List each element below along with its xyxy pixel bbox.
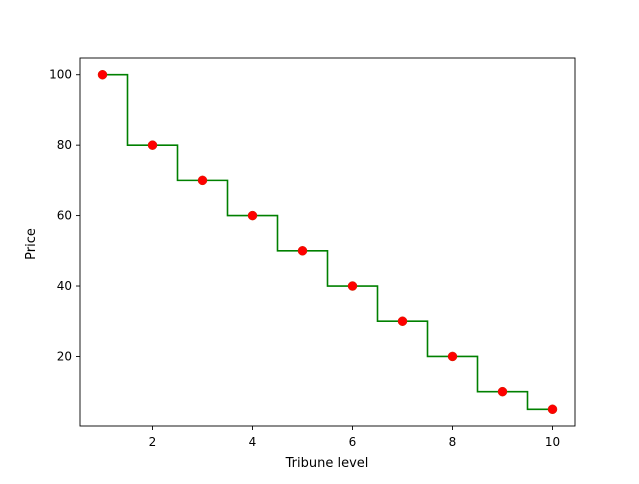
data-point-marker <box>147 140 158 150</box>
y-tick-label: 80 <box>57 138 72 152</box>
y-axis-ticks: 20 40 60 80 100 <box>49 68 80 363</box>
data-point-marker <box>247 210 258 221</box>
data-point-marker <box>197 175 208 186</box>
y-axis-label: Price <box>24 228 39 260</box>
data-point-marker <box>97 69 108 80</box>
data-point-marker <box>297 246 308 256</box>
y-tick-label: 40 <box>57 279 72 293</box>
data-point-marker <box>497 386 508 397</box>
step-line-series <box>102 73 553 411</box>
data-point-marker <box>397 316 408 326</box>
data-point-marker <box>547 404 558 415</box>
y-tick-label: 20 <box>57 349 72 363</box>
x-tick-label: 2 <box>149 435 157 449</box>
data-point-marker <box>447 351 458 362</box>
x-tick-label: 4 <box>249 435 257 449</box>
x-axis-ticks: 2 4 6 8 10 <box>149 426 560 449</box>
y-tick-label: 60 <box>57 209 72 223</box>
x-tick-label: 8 <box>449 435 457 449</box>
y-tick-label: 100 <box>49 68 72 82</box>
data-point-marker <box>347 281 358 291</box>
x-axis-label: Tribune level <box>285 456 369 471</box>
plot-frame <box>79 57 576 427</box>
plot-area <box>79 57 576 427</box>
x-tick-label: 10 <box>545 435 560 449</box>
x-tick-label: 6 <box>349 435 357 449</box>
